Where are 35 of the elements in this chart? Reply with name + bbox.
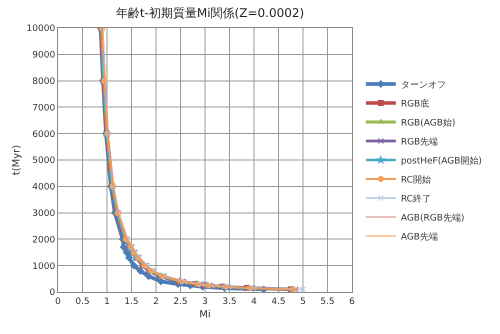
legend-label: AGB先端 (400, 232, 438, 243)
legend-label: RGB(AGB始) (400, 118, 456, 129)
legend-label: postHeF(AGB開始) (400, 156, 482, 167)
y-tick-label: 9000 (32, 50, 56, 61)
y-tick-label: 4000 (32, 182, 56, 193)
x-tick-label: 3 (202, 296, 208, 307)
legend-label: AGB(RGB先端) (400, 212, 464, 224)
y-tick-label: 2000 (32, 235, 56, 246)
x-tick-label: 0.5 (75, 296, 90, 307)
legend-label: RC終了 (400, 194, 431, 205)
x-axis-title: Mi (199, 309, 211, 320)
y-axis-title: t(Myr) (12, 144, 23, 176)
x-tick-label: 5.5 (320, 296, 335, 307)
y-tick-label: 8000 (32, 76, 56, 87)
y-tick-label: 5000 (32, 156, 56, 166)
x-tick-label: 4 (251, 296, 258, 307)
x-tick-label: 1.5 (124, 296, 139, 307)
legend-label: RGB底 (400, 98, 430, 110)
y-tick-label: 6000 (32, 130, 56, 140)
chart-title: 年齢t-初期質量Mi関係(Z=0.0002) (116, 6, 304, 20)
x-tick-label: 1 (104, 296, 110, 307)
y-tick-label: 1000 (32, 262, 56, 272)
y-tick-label: 10000 (26, 24, 56, 34)
x-tick-label: 2 (153, 296, 159, 307)
x-tick-label: 2.5 (173, 296, 188, 307)
y-tick-label: 7000 (32, 103, 56, 114)
x-tick-label: 6 (349, 296, 356, 307)
x-tick-label: 3.5 (222, 296, 237, 307)
y-tick-label: 3000 (32, 208, 56, 219)
legend-label: ターンオフ (400, 80, 446, 91)
x-tick-label: 5 (300, 296, 306, 307)
legend-label: RC開始 (400, 174, 431, 186)
y-tick-label: 0 (49, 288, 56, 298)
x-tick-label: 4.5 (271, 296, 286, 307)
legend-label: RGB先端 (400, 136, 438, 148)
